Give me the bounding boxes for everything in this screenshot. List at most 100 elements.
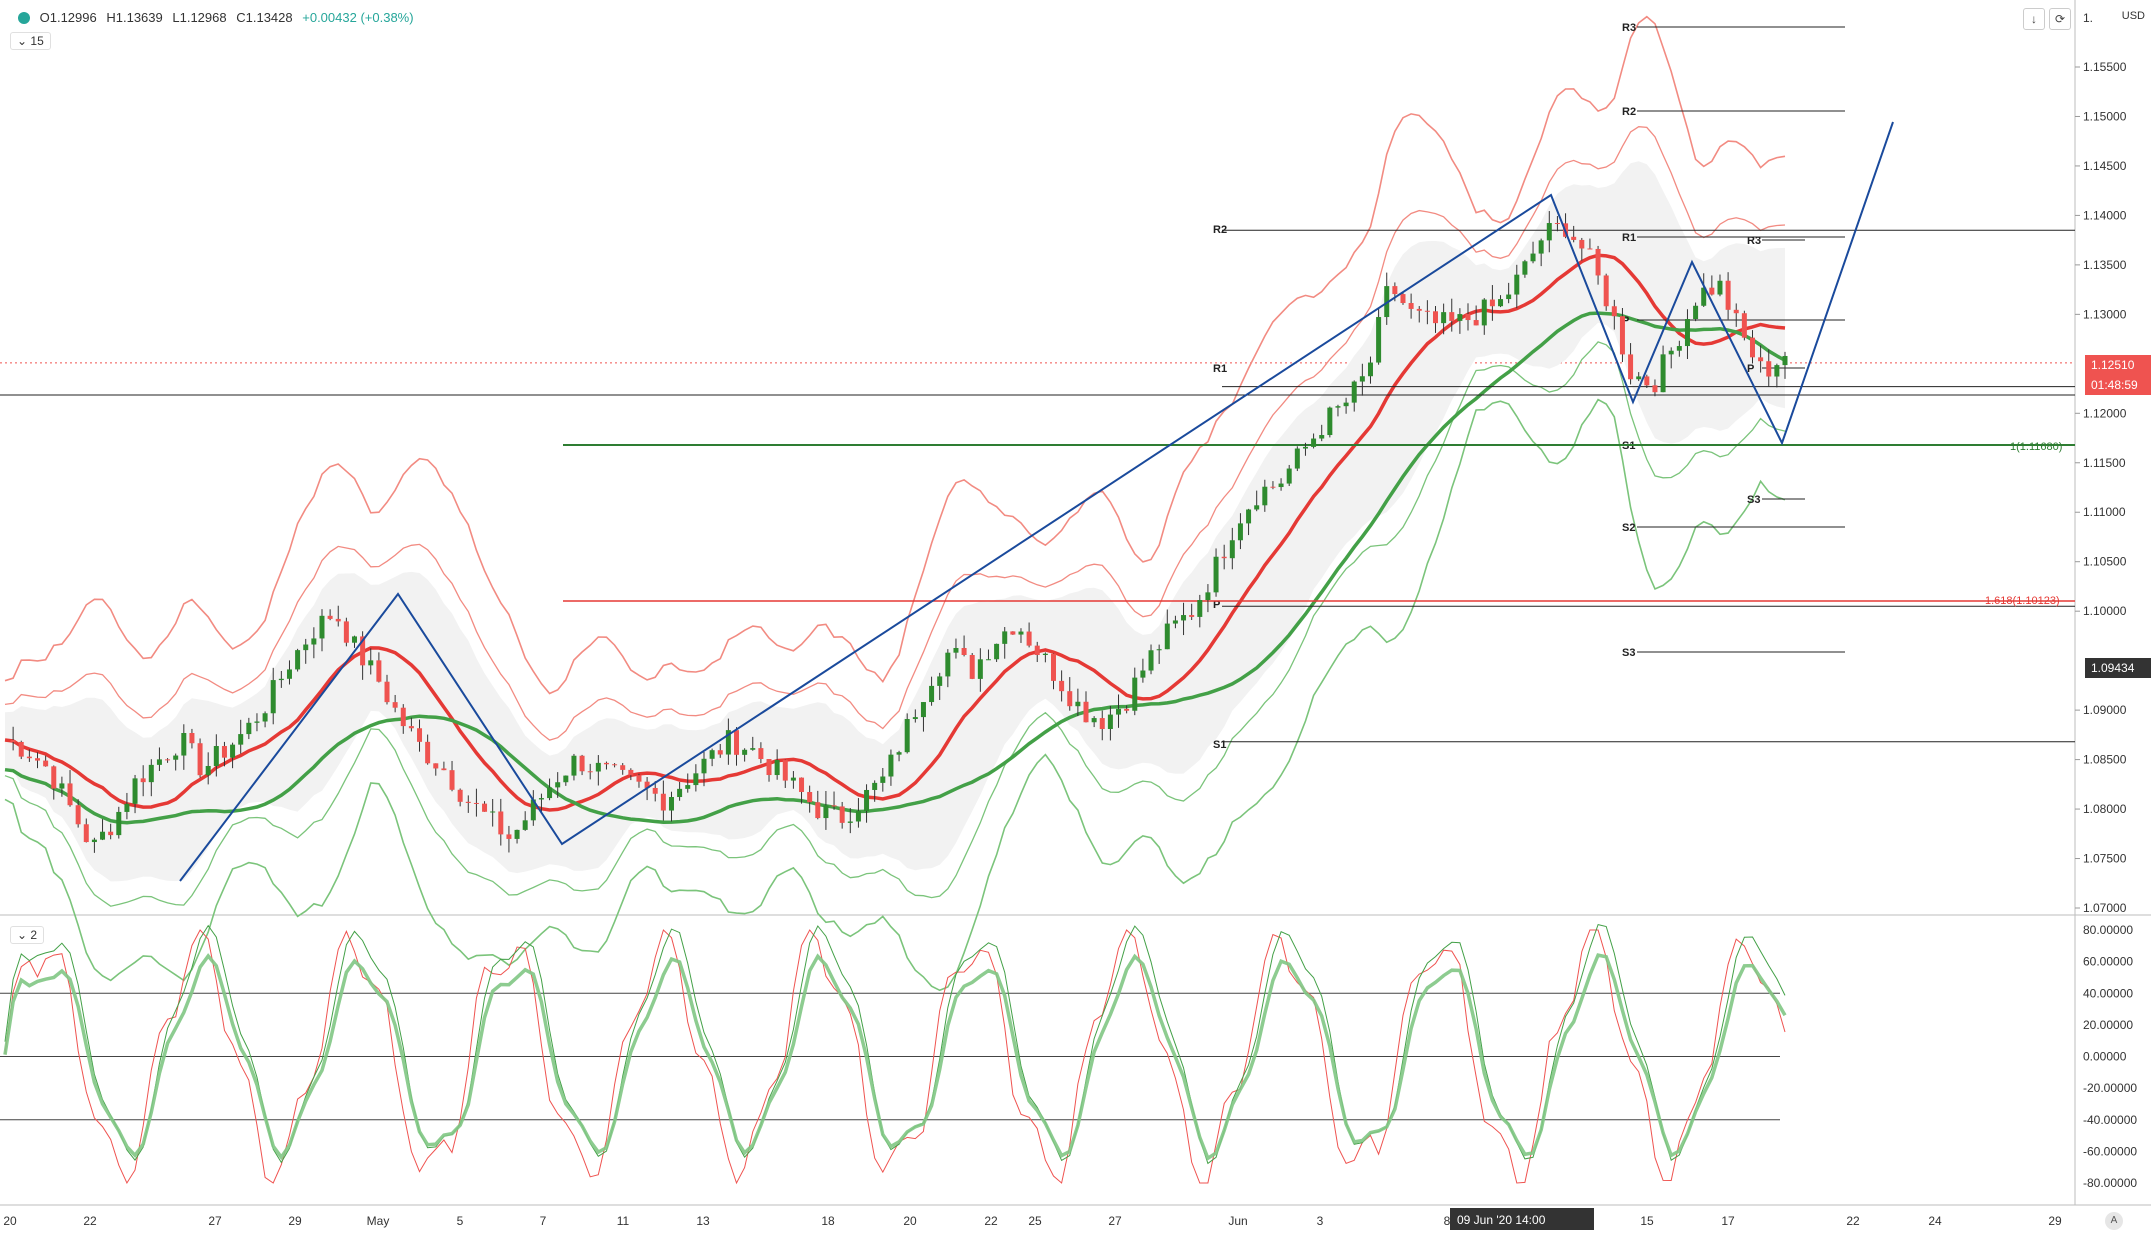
candle-body [1424,310,1430,312]
candle-body [35,758,41,761]
candle-body [132,778,138,804]
price-tick-label: 1.09000 [2083,703,2127,717]
candle-body [1619,316,1625,355]
fast-moving-average [4,253,1786,812]
candle-body [156,759,162,765]
candle-body [774,760,780,776]
candle-body [725,730,731,755]
candle-body [685,785,691,789]
oscillator-label[interactable]: ⌄ 2 [10,926,45,944]
candle-body [547,787,553,799]
currency-label: USD [2121,10,2145,22]
candle-body [1359,376,1365,382]
candle-body [1717,280,1723,295]
candle-body [311,638,317,645]
candle-body [1603,275,1609,307]
candle-body [839,806,845,823]
download-icon[interactable]: ↓ [2023,8,2045,30]
candle-body [1132,677,1138,711]
candle-body [1668,350,1674,355]
candle-body [270,680,276,714]
candle-body [1701,287,1707,306]
price-tick-label: 1.07000 [2083,901,2127,915]
candle-body [360,636,366,666]
price-tick-label: 1.14000 [2083,208,2127,222]
pivot-jun-label: R3 [1622,22,1636,34]
candle-body [1766,361,1772,377]
candle-body [945,652,951,677]
slow-moving-average [4,311,1786,825]
price-tick-label: 1.08500 [2083,753,2127,767]
candle-body [303,644,309,651]
candle-body [1002,631,1008,644]
candle-body [1148,650,1154,671]
candle-body [1433,311,1439,324]
candle-body [628,769,634,776]
candle-body [1473,320,1479,326]
upper-band-outer [4,15,1786,695]
candle-body [254,721,260,723]
time-tick-label: 17 [1721,1214,1735,1228]
candle-body [929,685,935,703]
auto-scale-button[interactable]: A [2105,1212,2123,1230]
pivot-week-label: R3 [1747,235,1761,247]
candle-body [1441,312,1447,324]
price-tick-label: 1.07500 [2083,852,2127,866]
time-tick-label: 25 [1028,1214,1042,1228]
candle-body [1709,287,1715,295]
candle-body [417,728,423,742]
pivot-may-label: R1 [1213,363,1227,375]
pattern-leg [179,121,1894,882]
candle-body [1408,303,1414,309]
upper-band-inner [4,126,1786,741]
candle-body [693,773,699,786]
interval-label[interactable]: ⌄ 15 [10,32,51,50]
candle-body [1018,631,1024,635]
time-tick-label: 20 [903,1214,917,1228]
candle-body [482,803,488,812]
candle-body [1684,318,1690,347]
candle-body [59,783,65,789]
osc-tick-label: -60.00000 [2083,1144,2137,1158]
price-tick-label: 1.11000 [2083,505,2126,519]
low-value: L1.12968 [172,10,227,25]
high-value: H1.13639 [106,10,163,25]
price-tick-label: 1.13500 [2083,258,2127,272]
pivot-may-label: S1 [1213,739,1226,751]
candle-body [1351,381,1357,403]
pivot-may-label: P [1213,599,1220,611]
candle-body [1294,448,1300,469]
candle-body [376,660,382,682]
pivot-levels: R2R1PS1R3R2R1PS1S2S3R3PS31(1.11680)1.618… [0,22,2075,751]
refresh-icon[interactable]: ⟳ [2049,8,2071,30]
candle-body [701,758,707,774]
candle-body [18,741,24,757]
time-tick-label: 3 [1317,1214,1324,1228]
candle-body [213,746,219,766]
harmonic-pattern[interactable] [179,121,1894,882]
candle-body [522,820,528,830]
candle-body [1099,718,1105,730]
price-tick-label: 1.11500 [2083,456,2126,470]
price-tick-label: 1. [2083,11,2093,25]
candle-body [1221,556,1227,559]
candle-body [343,621,349,643]
candle-body [742,749,748,755]
candle-body [319,615,325,639]
candle-body [1010,631,1016,635]
time-tick-label: 13 [696,1214,710,1228]
time-tick-label: 22 [984,1214,998,1228]
candle-body [1319,435,1325,439]
candle-body [1782,355,1788,366]
candle-body [872,782,878,790]
time-tick-label: 27 [208,1214,222,1228]
candle-body [750,748,756,750]
candle-body [1758,357,1764,362]
candle-body [238,734,244,745]
candle-body [1156,649,1162,651]
candle-body [1042,653,1048,655]
price-tick-label: 1.15500 [2083,60,2127,74]
candle-body [1628,354,1634,380]
candle-body [1693,305,1699,319]
